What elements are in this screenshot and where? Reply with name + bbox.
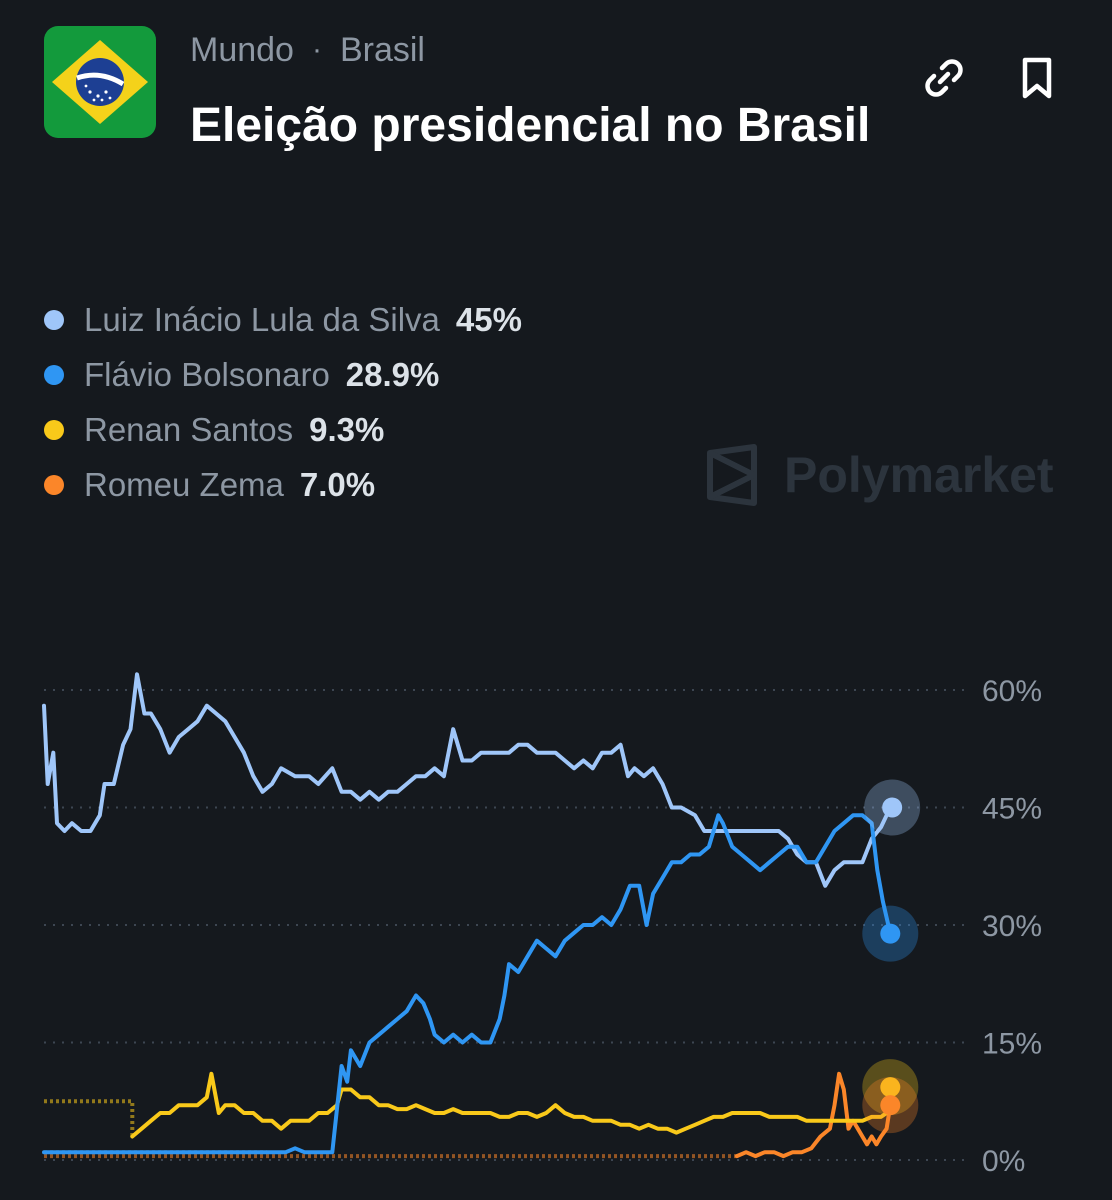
legend-value: 28.9% xyxy=(345,355,440,393)
legend-dot xyxy=(44,474,64,495)
y-tick-label: 0% xyxy=(982,1145,1025,1178)
breadcrumb-item-mundo[interactable]: Mundo xyxy=(190,30,294,69)
legend-item-romeu: Romeu Zema 7.0% xyxy=(44,457,522,512)
chart-legend: Luiz Inácio Lula da Silva 45% Flávio Bol… xyxy=(44,292,522,512)
current-value-point xyxy=(882,797,903,818)
legend-item-renan: Renan Santos 9.3% xyxy=(44,402,522,457)
series-line xyxy=(42,672,895,888)
legend-dot xyxy=(44,364,64,385)
legend-name: Luiz Inácio Lula da Silva xyxy=(84,300,440,338)
chart-series xyxy=(42,672,895,1159)
page-title: Eleição presidencial no Brasil xyxy=(190,99,871,152)
series-line xyxy=(42,813,893,1155)
dotted-baseline xyxy=(44,1099,135,1137)
current-value-point xyxy=(880,1077,901,1098)
link-icon[interactable] xyxy=(916,50,972,106)
y-axis-ticks: 60% 45% 30% 15% 0% xyxy=(982,675,1042,1178)
legend-item-lula: Luiz Inácio Lula da Silva 45% xyxy=(44,292,522,347)
price-history-chart: 60% 45% 30% 15% 0% xyxy=(42,672,1042,1178)
breadcrumb: Mundo · Brasil xyxy=(190,28,425,72)
polymarket-logo-icon xyxy=(707,444,757,506)
y-tick-label: 45% xyxy=(982,793,1042,826)
bookmark-icon[interactable] xyxy=(1009,50,1065,106)
watermark-text: Polymarket xyxy=(784,447,1054,503)
current-value-markers xyxy=(862,779,921,1134)
legend-value: 9.3% xyxy=(309,410,385,448)
y-tick-label: 15% xyxy=(982,1028,1042,1061)
legend-dot xyxy=(44,419,64,440)
chart-grid xyxy=(44,689,968,1161)
legend-dot xyxy=(44,309,64,330)
legend-name: Romeu Zema xyxy=(84,465,284,503)
current-value-point xyxy=(880,923,901,944)
legend-value: 45% xyxy=(455,300,522,338)
legend-name: Renan Santos xyxy=(84,410,294,448)
dotted-baselines xyxy=(44,1099,737,1159)
breadcrumb-separator: · xyxy=(311,33,322,66)
legend-item-flavio: Flávio Bolsonaro 28.9% xyxy=(44,347,522,402)
y-tick-label: 30% xyxy=(982,910,1042,943)
polymarket-watermark: Polymarket xyxy=(704,440,1054,510)
y-tick-label: 60% xyxy=(982,675,1042,708)
series-line xyxy=(130,1071,893,1139)
legend-name: Flávio Bolsonaro xyxy=(84,355,330,393)
series-line xyxy=(734,1071,893,1159)
legend-value: 7.0% xyxy=(299,465,376,503)
brazil-flag-icon xyxy=(44,26,156,138)
breadcrumb-item-brasil[interactable]: Brasil xyxy=(339,30,425,69)
current-value-point xyxy=(880,1095,901,1116)
